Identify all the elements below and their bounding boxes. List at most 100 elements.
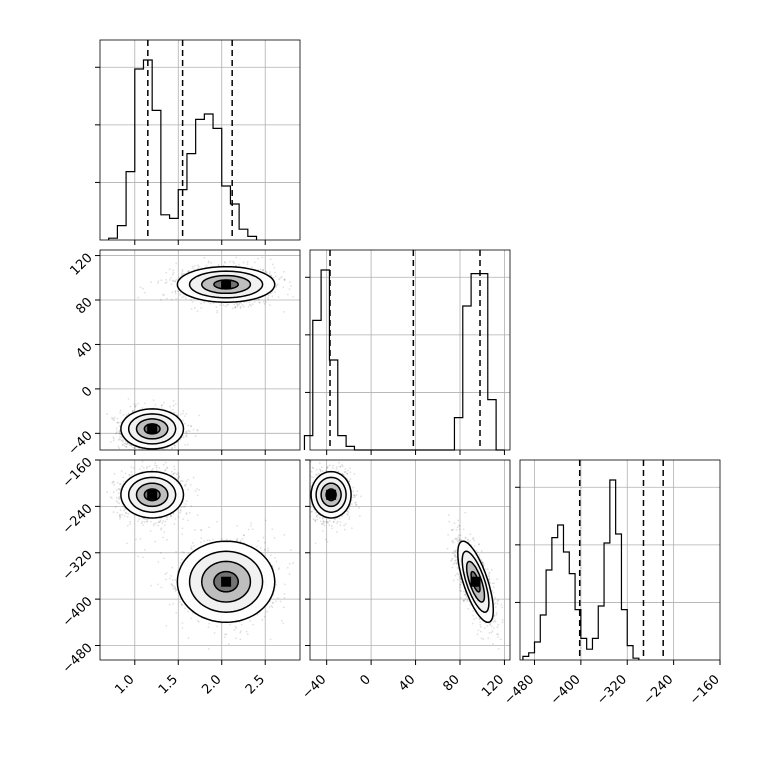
sample-point	[264, 300, 267, 303]
sample-point	[130, 444, 133, 447]
sample-point	[261, 256, 264, 259]
sample-point	[155, 464, 158, 467]
sample-point	[121, 440, 124, 443]
sample-point	[265, 270, 268, 273]
sample-point	[154, 404, 157, 406]
sample-point	[251, 528, 254, 531]
sample-point	[258, 298, 261, 301]
sample-point	[171, 579, 174, 581]
sample-point	[181, 626, 184, 629]
sample-point	[155, 522, 157, 525]
sample-point	[165, 281, 168, 284]
sample-point	[174, 453, 176, 455]
sample-point	[122, 443, 125, 446]
sample-point	[264, 519, 267, 522]
sample-point	[161, 448, 164, 450]
sample-point	[182, 273, 185, 275]
sample-point	[173, 444, 176, 447]
sample-point	[243, 534, 245, 537]
sample-point	[112, 481, 115, 484]
sample-point	[212, 302, 215, 305]
sample-point	[225, 538, 228, 540]
sample-point	[135, 403, 137, 406]
sample-point	[170, 575, 172, 577]
sample-point	[185, 431, 188, 434]
sample-point	[275, 284, 278, 287]
sample-point	[125, 511, 127, 514]
sample-point	[175, 278, 178, 281]
sample-point	[190, 308, 193, 310]
sample-point	[177, 276, 180, 279]
sample-point	[127, 412, 130, 415]
sample-point	[118, 513, 121, 516]
sample-point	[122, 476, 125, 479]
sample-point	[251, 266, 254, 269]
histogram-2	[522, 479, 640, 660]
sample-point	[229, 623, 232, 626]
sample-point	[183, 415, 186, 418]
sample-point	[192, 267, 195, 270]
sample-point	[171, 291, 174, 294]
sample-point	[161, 404, 163, 406]
sample-point	[160, 407, 163, 410]
sample-point	[278, 278, 281, 281]
sample-point	[288, 288, 291, 290]
sample-point	[170, 447, 173, 450]
sample-point	[236, 537, 239, 540]
sample-point	[233, 303, 236, 306]
sample-point	[157, 282, 159, 284]
sample-point	[283, 278, 286, 281]
sample-point	[191, 300, 194, 303]
sample-point	[187, 270, 189, 273]
sample-point	[239, 305, 242, 308]
sample-point	[271, 295, 274, 298]
sample-point	[133, 454, 135, 456]
sample-point	[124, 508, 127, 510]
sample-point	[119, 432, 122, 435]
sample-point	[109, 496, 112, 498]
sample-point	[121, 513, 124, 516]
sample-point	[184, 503, 187, 505]
sample-point	[164, 573, 167, 576]
sample-point	[127, 512, 130, 515]
sample-point	[174, 280, 176, 283]
sample-point	[210, 261, 212, 264]
sample-point	[177, 478, 180, 481]
sample-point	[170, 283, 173, 285]
sample-point	[274, 600, 277, 603]
sample-point	[203, 540, 206, 542]
sample-point	[278, 567, 281, 570]
sample-point	[259, 268, 262, 271]
sample-point	[171, 273, 174, 276]
sample-point	[170, 583, 173, 585]
sample-point	[236, 305, 239, 308]
sample-point	[170, 515, 173, 518]
sample-point	[134, 405, 137, 408]
sample-point	[175, 611, 178, 614]
sample-point	[173, 468, 176, 471]
sample-point	[236, 302, 239, 305]
sample-point	[222, 264, 225, 267]
scatter-panel-2-0	[99, 454, 301, 661]
sample-point	[173, 523, 176, 525]
sample-point	[272, 276, 275, 279]
sample-point	[118, 447, 121, 450]
sample-point	[134, 405, 137, 408]
sample-point	[175, 550, 177, 553]
sample-point	[286, 293, 289, 296]
sample-point	[283, 533, 286, 536]
sample-point	[181, 558, 183, 561]
sample-point	[262, 300, 265, 303]
sample-point	[231, 307, 234, 310]
sample-point	[207, 260, 210, 263]
sample-point	[187, 488, 190, 491]
sample-point	[124, 440, 127, 443]
sample-point	[183, 551, 185, 554]
sample-point	[132, 446, 135, 449]
sample-point	[246, 263, 249, 266]
sample-point	[117, 497, 120, 499]
sample-point	[187, 424, 190, 427]
sample-point	[271, 606, 274, 609]
sample-point	[116, 421, 119, 424]
sample-point	[190, 425, 193, 428]
